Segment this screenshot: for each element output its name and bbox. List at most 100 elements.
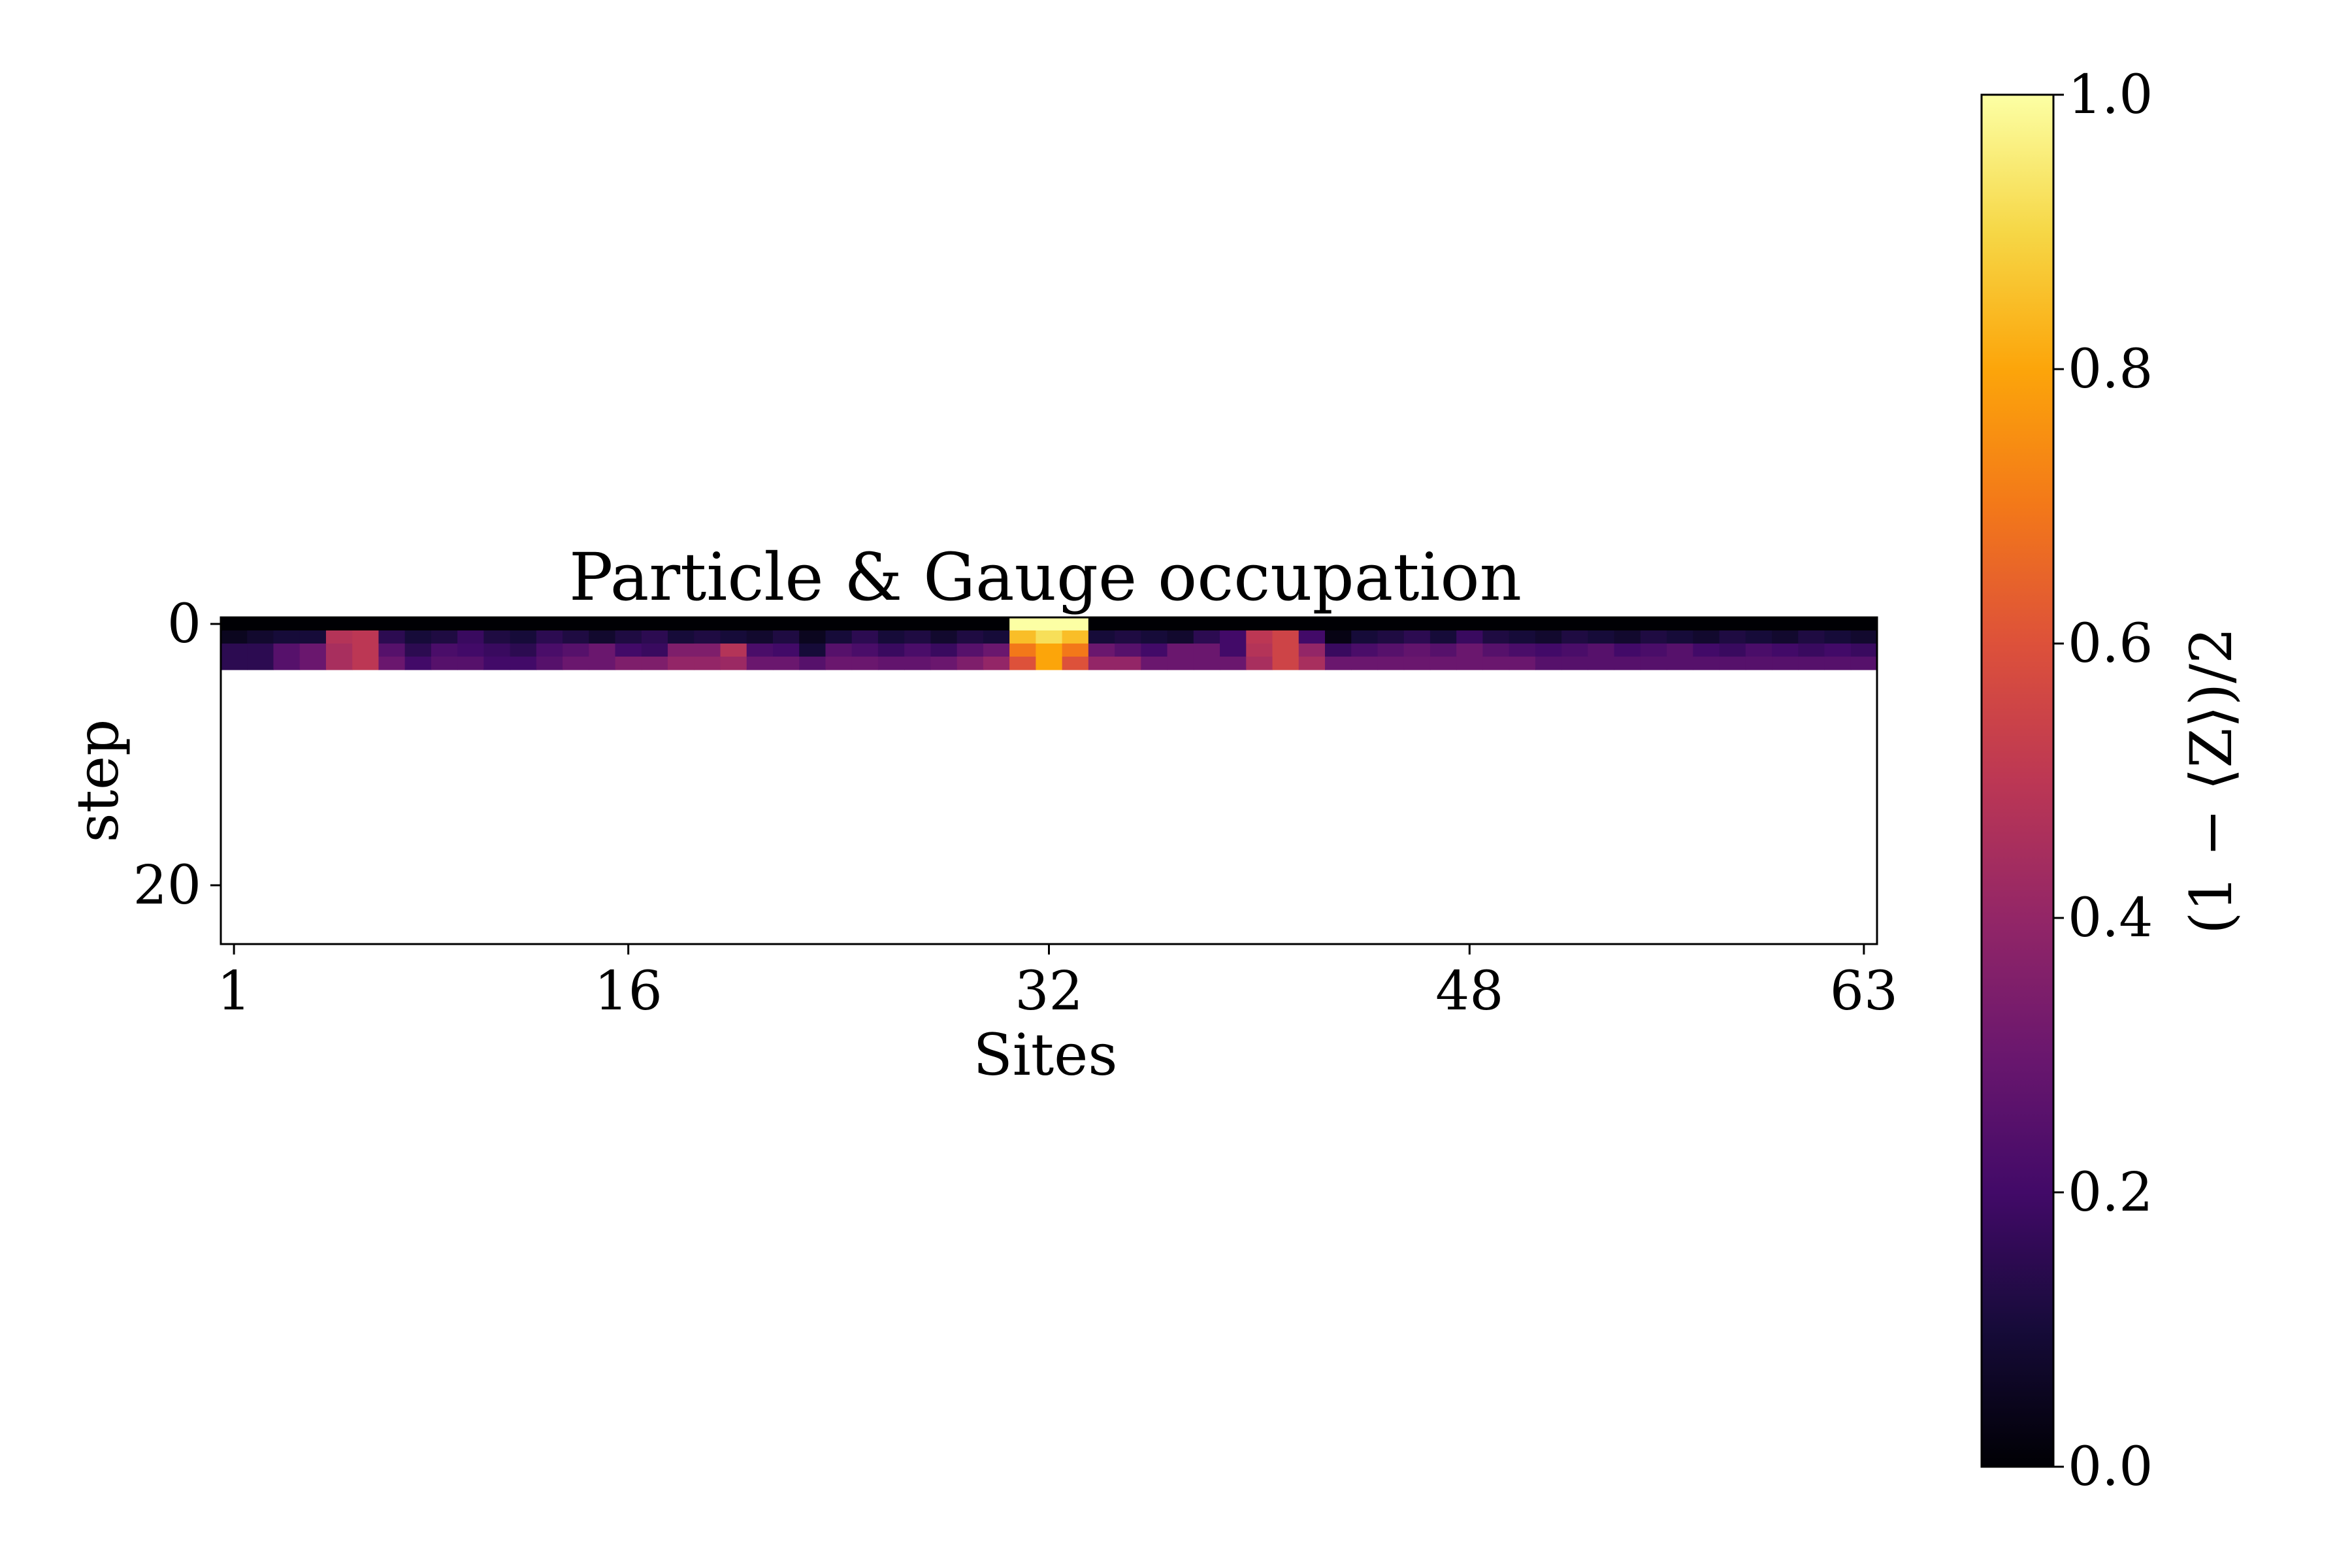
y-axis-ticks: 0 20 xyxy=(133,593,221,917)
heatmap-cell xyxy=(773,630,800,644)
heatmap-cell xyxy=(1351,617,1379,631)
heatmap-cell xyxy=(1062,657,1089,670)
heatmap-cell xyxy=(1377,644,1405,657)
heatmap-cell xyxy=(1745,644,1772,657)
heatmap-cell xyxy=(956,644,984,657)
heatmap-cell xyxy=(1403,657,1431,670)
heatmap-cell xyxy=(877,630,905,644)
heatmap-cell xyxy=(1009,644,1036,657)
heatmap-cell xyxy=(1798,644,1825,657)
heatmap-cell xyxy=(1693,630,1720,644)
heatmap-cell xyxy=(877,644,905,657)
colorbar-tick-label: 0.8 xyxy=(2068,338,2153,400)
heatmap-cell xyxy=(1115,644,1141,657)
colorbar-ticks: 0.0 0.2 0.4 0.6 0.8 1.0 xyxy=(2053,64,2153,1498)
heatmap-cell xyxy=(1272,630,1299,644)
heatmap-cell xyxy=(1561,657,1588,670)
heatmap-cell xyxy=(1588,644,1615,657)
heatmap-cell xyxy=(1772,657,1799,670)
heatmap-cell xyxy=(1298,644,1326,657)
heatmap-cell xyxy=(247,657,274,670)
heatmap-cell xyxy=(221,644,248,657)
heatmap-cell xyxy=(1824,657,1852,670)
heatmap-cell xyxy=(720,630,747,644)
heatmap-cell xyxy=(825,617,853,631)
heatmap-cell xyxy=(1141,630,1168,644)
heatmap-cell xyxy=(221,657,248,670)
heatmap-cell xyxy=(1693,644,1720,657)
heatmap-cell xyxy=(1509,617,1536,631)
heatmap-cell xyxy=(1429,617,1457,631)
heatmap-cell xyxy=(1772,644,1799,657)
y-axis-label: step xyxy=(64,719,131,843)
heatmap-cell xyxy=(1509,657,1536,670)
heatmap-cell xyxy=(1535,617,1562,631)
heatmap-cell xyxy=(1115,657,1141,670)
heatmap-cell xyxy=(1456,657,1484,670)
heatmap-cell xyxy=(1141,657,1168,670)
heatmap-cells xyxy=(221,617,1878,670)
heatmap-cell xyxy=(1377,630,1405,644)
x-tick-label: 16 xyxy=(595,960,662,1022)
heatmap-cell xyxy=(1325,630,1352,644)
heatmap-cell xyxy=(404,630,432,644)
heatmap-cell xyxy=(589,630,616,644)
heatmap-cell xyxy=(563,617,589,631)
heatmap-cell xyxy=(694,630,721,644)
heatmap-cell xyxy=(1535,630,1562,644)
heatmap-cell xyxy=(1588,630,1615,644)
heatmap-cell xyxy=(1693,617,1720,631)
heatmap-cell xyxy=(668,617,694,631)
heatmap-cell xyxy=(930,644,958,657)
heatmap-cell xyxy=(221,617,248,631)
heatmap-cell xyxy=(325,657,353,670)
heatmap-cell xyxy=(1745,617,1772,631)
heatmap-cell xyxy=(404,657,432,670)
heatmap-cell xyxy=(851,617,879,631)
x-tick-label: 32 xyxy=(1015,960,1083,1022)
heatmap-cell xyxy=(641,644,668,657)
x-tick-label: 48 xyxy=(1435,960,1503,1022)
heatmap-cell xyxy=(273,617,301,631)
heatmap-cell xyxy=(1429,657,1457,670)
heatmap-cell xyxy=(1036,644,1063,657)
heatmap-cell xyxy=(904,630,932,644)
heatmap-cell xyxy=(299,644,327,657)
heatmap-cell xyxy=(1167,657,1194,670)
heatmap-cell xyxy=(641,657,668,670)
heatmap-cell xyxy=(325,617,353,631)
heatmap-cell xyxy=(1456,644,1484,657)
heatmap-cell xyxy=(799,630,826,644)
heatmap-cell xyxy=(483,617,511,631)
heatmap-cell xyxy=(536,644,563,657)
heatmap-cell xyxy=(720,644,747,657)
y-tick-label: 0 xyxy=(167,593,201,655)
heatmap-cell xyxy=(720,657,747,670)
heatmap-cell xyxy=(1667,617,1693,631)
heatmap-cell xyxy=(1561,644,1588,657)
heatmap-cell xyxy=(1220,657,1247,670)
heatmap-cell xyxy=(1141,644,1168,657)
heatmap-cell xyxy=(1561,630,1588,644)
heatmap-cell xyxy=(1115,617,1141,631)
heatmap-cell xyxy=(746,657,774,670)
heatmap-cell xyxy=(378,630,406,644)
heatmap-cell xyxy=(1403,630,1431,644)
heatmap-cell xyxy=(1693,657,1720,670)
heatmap-cell xyxy=(746,630,774,644)
heatmap-cell xyxy=(746,617,774,631)
heatmap-cell xyxy=(536,657,563,670)
heatmap-cell xyxy=(1667,630,1693,644)
colorbar xyxy=(1980,93,2055,1468)
heatmap-cell xyxy=(1772,630,1799,644)
heatmap-cell xyxy=(1403,617,1431,631)
heatmap-cell xyxy=(1509,644,1536,657)
heatmap-cell xyxy=(510,644,537,657)
heatmap-cell xyxy=(825,630,853,644)
heatmap-cell xyxy=(668,644,694,657)
heatmap-cell xyxy=(1850,644,1878,657)
heatmap-cell xyxy=(273,644,301,657)
heatmap-cell xyxy=(1088,630,1115,644)
heatmap-cell xyxy=(483,630,511,644)
heatmap-cell xyxy=(1036,630,1063,644)
